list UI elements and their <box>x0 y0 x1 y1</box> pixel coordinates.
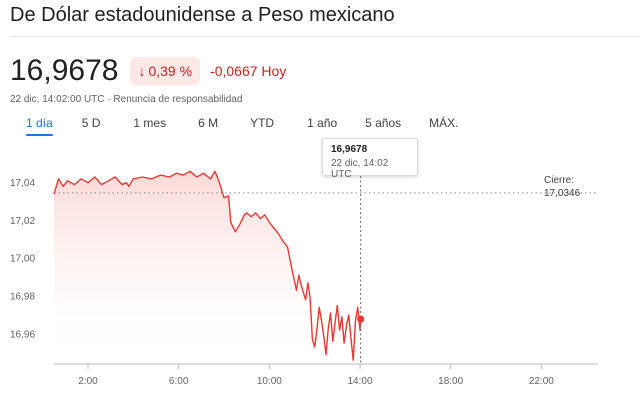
y-tick-label: 17,00 <box>10 254 35 265</box>
x-tick-label: 18:00 <box>438 376 463 387</box>
x-tick-label: 14:00 <box>347 376 372 387</box>
y-tick-label: 17,02 <box>10 216 35 227</box>
percent-change-badge: ↓ 0,39 % <box>130 57 201 85</box>
title-divider <box>10 36 640 37</box>
close-label-text: Cierre: <box>544 175 575 186</box>
x-tick-label: 6:00 <box>169 376 189 387</box>
x-tick-label: 10:00 <box>257 376 282 387</box>
price-area-fill <box>54 171 361 364</box>
y-tick-label: 16,96 <box>10 329 35 340</box>
quote-timestamp: 22 dic, 14:02:00 UTC <box>10 94 105 105</box>
previous-close-label: Cierre: 17,0346 <box>544 174 580 200</box>
cursor-dot <box>357 315 365 323</box>
arrow-down-icon: ↓ <box>138 63 146 79</box>
tab-max[interactable]: MÁX. <box>429 116 459 130</box>
disclaimer-link[interactable]: Renuncia de responsabilidad <box>113 94 243 105</box>
tab-1-year[interactable]: 1 año <box>307 116 338 130</box>
x-axis-labels: 2:00 6:00 10:00 14:00 18:00 22:00 <box>78 376 554 387</box>
y-tick-label: 17,04 <box>10 178 35 189</box>
tooltip-time: 22 dic, 14:02 UTC <box>331 158 389 180</box>
tab-ytd[interactable]: YTD <box>250 116 275 130</box>
current-price: 16,9678 <box>10 54 119 87</box>
absolute-change: -0,0667 Hoy <box>210 63 287 79</box>
page-title: De Dólar estadounidense a Peso mexicano <box>10 4 395 26</box>
tooltip-value: 16,9678 <box>331 144 368 155</box>
meta-separator: · <box>107 94 111 105</box>
range-tabs: 1 día 5 D 1 mes 6 M YTD 1 año 5 años MÁX… <box>26 116 459 136</box>
percent-change-value: 0,39 % <box>148 63 193 79</box>
tab-1-month[interactable]: 1 mes <box>133 116 167 130</box>
hover-tooltip: 16,9678 22 dic, 14:02 UTC <box>322 138 418 180</box>
tab-5-years[interactable]: 5 años <box>365 116 402 130</box>
tab-6-months[interactable]: 6 M <box>198 116 219 130</box>
x-tick-label: 22:00 <box>529 376 554 387</box>
y-tick-label: 16,98 <box>10 292 35 303</box>
close-value: 17,0346 <box>544 188 581 199</box>
quote-meta: 22 dic, 14:02:00 UTC · Renuncia de respo… <box>10 94 242 105</box>
quote-summary: 16,9678 ↓ 0,39 % -0,0667 Hoy <box>10 53 286 89</box>
y-axis-labels: 16,96 16,98 17,00 17,02 17,04 <box>10 178 35 340</box>
price-line <box>53 170 362 361</box>
tab-1-day[interactable]: 1 día <box>26 116 53 136</box>
x-tick-label: 2:00 <box>78 376 98 387</box>
x-axis-ticks <box>87 364 542 369</box>
tab-5-days[interactable]: 5 D <box>81 116 101 130</box>
